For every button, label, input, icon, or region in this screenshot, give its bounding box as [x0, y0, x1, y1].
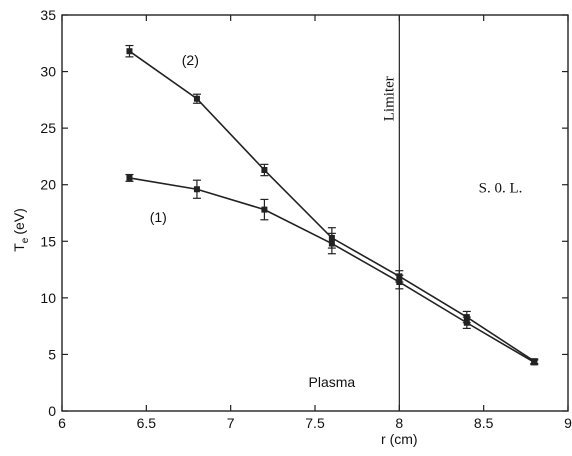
y-axis-title-main: T: [11, 243, 27, 252]
series-2: [125, 44, 539, 365]
x-tick-label: 7: [227, 415, 235, 431]
series-line: [129, 50, 535, 362]
x-axis-title: r (cm): [381, 431, 418, 447]
sol-label: S. 0. L.: [479, 181, 523, 197]
plasma-label: Plasma: [309, 374, 356, 390]
x-tick-label: 6: [58, 415, 66, 431]
y-axis-title-unit: (eV): [11, 208, 27, 234]
y-axis-title-subscript: e: [20, 237, 31, 243]
data-point: [193, 95, 200, 102]
x-tick-label: 7.5: [305, 415, 325, 431]
y-tick-label: 20: [40, 177, 56, 193]
y-tick-label: 5: [48, 346, 56, 362]
data-point: [328, 234, 335, 241]
x-tick-label: 6.5: [137, 415, 157, 431]
data-point: [396, 273, 403, 280]
x-tick-label: 8: [395, 415, 403, 431]
series: [125, 44, 539, 366]
series-1-label: (1): [150, 209, 167, 225]
y-tick-label: 10: [40, 290, 56, 306]
x-tick-label: 9: [564, 415, 572, 431]
y-tick-label: 25: [40, 120, 56, 136]
y-ticks: 0 5 10 15 20 25 30 35: [40, 7, 568, 419]
y-tick-label: 15: [40, 233, 56, 249]
y-tick-label: 30: [40, 64, 56, 80]
plot-frame: [61, 14, 569, 412]
limiter-group: Limiter: [381, 15, 400, 411]
axes: [61, 14, 569, 412]
annotations: S. 0. L. Plasma (1) (2): [150, 52, 523, 390]
y-tick-label: 35: [40, 7, 56, 23]
series-line: [129, 177, 535, 364]
data-point: [463, 314, 470, 321]
data-point: [193, 186, 200, 193]
x-ticks: 6 6.5 7 7.5 8 8.5 9: [58, 15, 572, 431]
data-point: [126, 174, 133, 181]
data-point: [261, 206, 268, 213]
data-point: [126, 48, 133, 55]
limiter-label: Limiter: [381, 76, 397, 121]
y-tick-label: 0: [48, 403, 56, 419]
series-2-label: (2): [182, 52, 199, 68]
series-1: [125, 173, 539, 366]
y-axis-title: Te (eV): [11, 208, 31, 252]
x-tick-label: 8.5: [474, 415, 494, 431]
data-point: [261, 167, 268, 174]
data-point: [531, 358, 538, 365]
